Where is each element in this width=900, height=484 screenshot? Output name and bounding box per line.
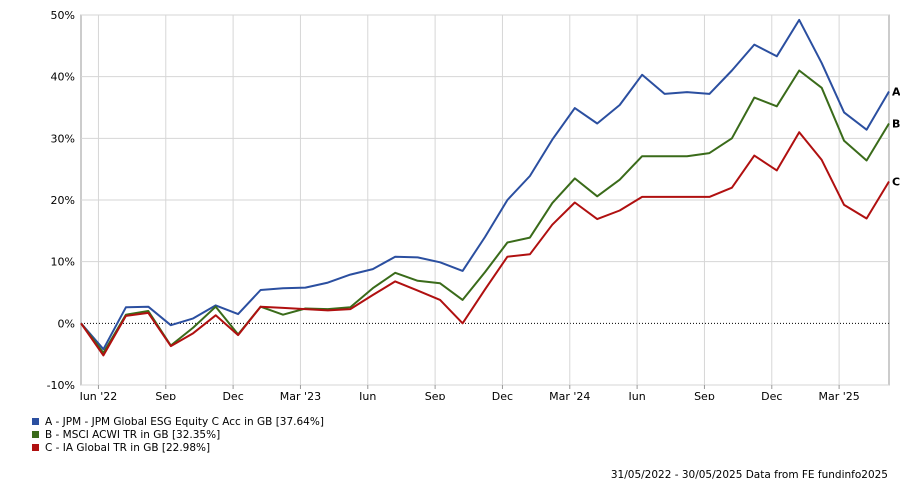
x-tick-label: Dec (222, 390, 243, 400)
legend-item-c: C - IA Global TR in GB [22.98%] (32, 442, 324, 455)
line-chart: -10% 0% 10% 20% 30% 40% 50% Jun '22 Sep Dec Mar '2… (47, 9, 900, 400)
end-label-b: B (892, 118, 900, 131)
y-tick-label: -10% (47, 379, 75, 392)
legend: A - JPM - JPM Global ESG Equity C Acc in… (32, 416, 324, 455)
axis-labels: -10% 0% 10% 20% 30% 40% 50% Jun '22 Sep Dec Mar '2… (47, 9, 860, 400)
y-tick-label: 10% (51, 256, 75, 269)
x-tick-label: Sep (425, 390, 446, 400)
series-line-c (80, 131, 890, 357)
y-tick-label: 40% (51, 71, 75, 84)
x-tick-label: Dec (761, 390, 782, 400)
legend-label-c: C - IA Global TR in GB [22.98%] (45, 442, 211, 454)
legend-label-b: B - MSCI ACWI TR in GB [32.35%] (45, 429, 221, 441)
legend-label-a: A - JPM - JPM Global ESG Equity C Acc in… (45, 416, 324, 428)
x-tick-label: Sep (155, 390, 176, 400)
series-line-b (80, 69, 890, 354)
x-tick-label: Jun (628, 390, 646, 400)
legend-swatch-a (32, 418, 39, 425)
legend-swatch-b (32, 431, 39, 438)
end-label-c: C (892, 176, 900, 189)
y-tick-label: 20% (51, 194, 75, 207)
end-label-a: A (892, 85, 900, 98)
legend-swatch-c (32, 444, 39, 451)
series-line-a (80, 18, 890, 351)
x-tick-label: Jun '22 (79, 390, 118, 400)
x-tick-label: Sep (694, 390, 715, 400)
legend-item-a: A - JPM - JPM Global ESG Equity C Acc in… (32, 416, 324, 429)
legend-item-b: B - MSCI ACWI TR in GB [32.35%] (32, 429, 324, 442)
y-tick-label: 0% (58, 317, 75, 330)
x-tick-label: Mar '25 (818, 390, 859, 400)
footer-source-note: 31/05/2022 - 30/05/2025 Data from FE fun… (610, 469, 888, 481)
x-tick-label: Dec (492, 390, 513, 400)
x-tick-label: Jun (358, 390, 376, 400)
x-tick-label: Mar '23 (280, 390, 321, 400)
end-labels: A B C (892, 85, 900, 188)
series-lines (80, 18, 890, 357)
y-tick-label: 30% (51, 132, 75, 145)
y-tick-label: 50% (51, 9, 75, 22)
gridlines (80, 14, 890, 389)
x-tick-label: Mar '24 (549, 390, 590, 400)
